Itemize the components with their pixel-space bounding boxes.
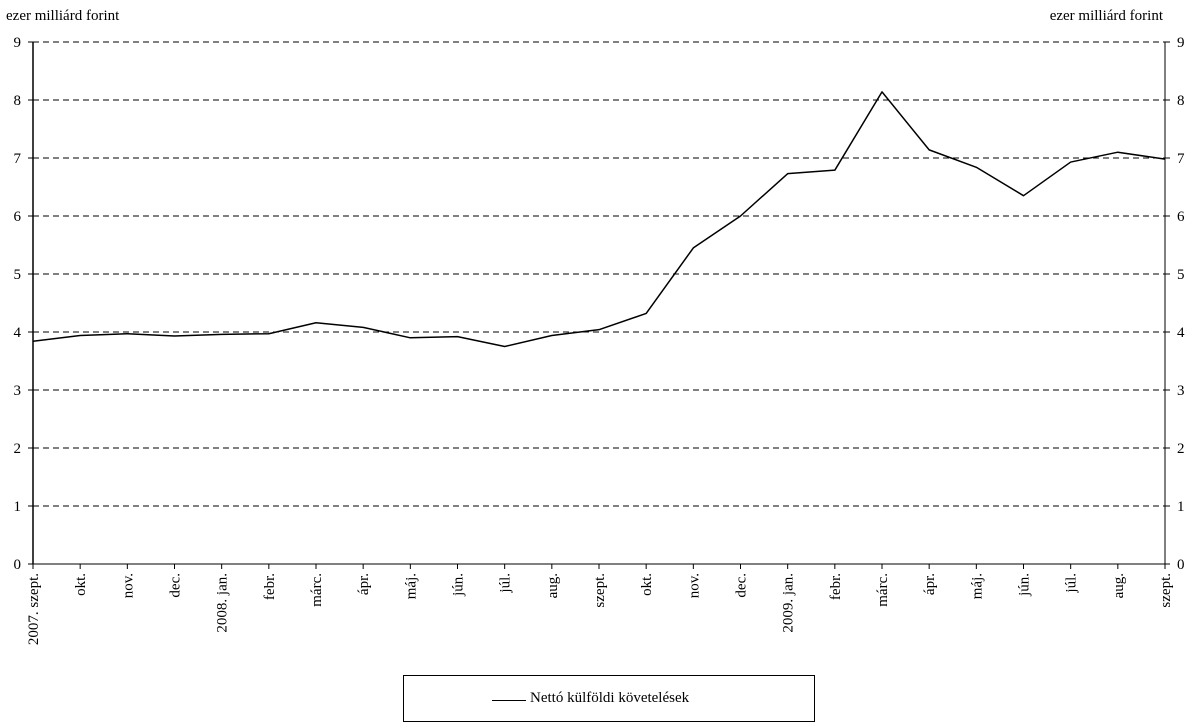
x-tick-label: aug. bbox=[545, 573, 561, 598]
x-tick-label: okt. bbox=[73, 573, 89, 596]
x-tick-label: jún. bbox=[1017, 573, 1033, 597]
y-tick-label-left: 1 bbox=[14, 499, 22, 515]
y-tick-label-right: 7 bbox=[1177, 151, 1185, 167]
x-tick-label: júl. bbox=[1064, 573, 1080, 594]
x-tick-label: ápr. bbox=[356, 573, 372, 595]
y-tick-label-left: 3 bbox=[14, 383, 22, 399]
y-tick-label-right: 1 bbox=[1177, 499, 1185, 515]
y-tick-label-right: 2 bbox=[1177, 441, 1185, 457]
x-tick-label: szept. bbox=[592, 573, 608, 608]
legend-series-label: Nettó külföldi követelések bbox=[530, 690, 690, 706]
y-tick-label-right: 5 bbox=[1177, 267, 1185, 283]
y-tick-label-left: 9 bbox=[14, 35, 22, 51]
legend-series-line bbox=[492, 700, 526, 701]
x-tick-label: máj. bbox=[403, 573, 419, 599]
x-tick-label: nov. bbox=[686, 573, 702, 598]
y-tick-label-left: 7 bbox=[14, 151, 22, 167]
y-tick-label-left: 4 bbox=[14, 325, 22, 341]
legend: Nettó külföldi követelések bbox=[403, 675, 815, 722]
y-tick-label-left: 0 bbox=[14, 557, 22, 573]
y-axis-left-unit: ezer milliárd forint bbox=[6, 8, 120, 24]
x-tick-label: júl. bbox=[498, 573, 514, 594]
x-tick-label: dec. bbox=[734, 573, 750, 598]
y-tick-label-right: 4 bbox=[1177, 325, 1185, 341]
x-tick-label: dec. bbox=[168, 573, 184, 598]
x-tick-label: nov. bbox=[120, 573, 136, 598]
x-tick-label: okt. bbox=[639, 573, 655, 596]
y-tick-label-right: 9 bbox=[1177, 35, 1185, 51]
x-tick-label: 2009. jan. bbox=[781, 573, 797, 633]
x-tick-label: szept. bbox=[1158, 573, 1174, 608]
x-tick-label: ápr. bbox=[922, 573, 938, 595]
x-tick-label: márc. bbox=[875, 573, 891, 607]
y-tick-label-right: 8 bbox=[1177, 93, 1185, 109]
y-axis-right-unit: ezer milliárd forint bbox=[1049, 8, 1163, 24]
y-tick-label-right: 6 bbox=[1177, 209, 1185, 225]
x-tick-label: 2007. szept. bbox=[26, 573, 42, 645]
x-tick-label: jún. bbox=[451, 573, 467, 597]
y-tick-label-right: 0 bbox=[1177, 557, 1185, 573]
y-tick-label-right: 3 bbox=[1177, 383, 1185, 399]
x-tick-label: 2008. jan. bbox=[215, 573, 231, 633]
y-tick-label-left: 8 bbox=[14, 93, 22, 109]
x-tick-label: márc. bbox=[309, 573, 325, 607]
y-tick-label-left: 6 bbox=[14, 209, 22, 225]
line-chart: 0 0 1 1 2 2 3 3 4 4 5 5 6 6 7 7 8 8 9 9 2007. szept. okt. nov.… bbox=[14, 35, 1186, 645]
y-tick-label-left: 5 bbox=[14, 267, 22, 283]
x-tick-label: febr. bbox=[262, 573, 278, 600]
x-tick-label: aug. bbox=[1111, 573, 1127, 598]
x-tick-label: máj. bbox=[969, 573, 985, 599]
x-tick-label: febr. bbox=[828, 573, 844, 600]
y-tick-label-left: 2 bbox=[14, 441, 22, 457]
series-line bbox=[32, 91, 1166, 348]
